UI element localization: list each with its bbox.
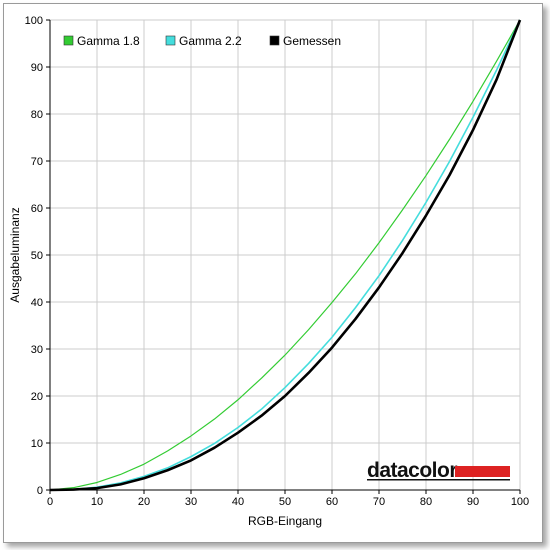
x-axis-ticks: 0 10 20 30 40 50 60 70 80 90 100 — [47, 490, 529, 508]
series-line-3 — [49, 19, 522, 492]
legend-swatch-1 — [63, 35, 74, 46]
legend: Gamma 1.8 Gamma 2.2 Gemessen — [63, 34, 341, 48]
x-tick-label: 30 — [185, 496, 197, 508]
logo-text: datacolor — [367, 459, 457, 482]
grid-lines — [50, 19, 521, 490]
x-tick-label: 10 — [91, 496, 103, 508]
x-tick-label: 40 — [232, 496, 244, 508]
y-tick-label: 30 — [31, 344, 43, 356]
legend-label-1: Gamma 1.8 — [77, 34, 140, 48]
y-tick-label: 90 — [31, 62, 43, 74]
legend-label-3: Gemessen — [283, 34, 341, 48]
y-tick-label: 60 — [31, 203, 43, 215]
y-axis-label: Ausgabeluminanz — [8, 207, 22, 302]
x-axis-label: RGB-Eingang — [248, 514, 322, 528]
y-tick-label: 100 — [25, 15, 43, 27]
x-tick-label: 70 — [373, 496, 385, 508]
series-layer — [49, 19, 522, 492]
y-tick-label: 70 — [31, 156, 43, 168]
legend-swatch-3 — [269, 35, 280, 46]
series-line-1 — [49, 19, 521, 491]
y-tick-label: 40 — [31, 297, 43, 309]
y-tick-label: 10 — [31, 438, 43, 450]
x-tick-label: 100 — [511, 496, 529, 508]
x-tick-label: 0 — [47, 496, 53, 508]
x-tick-label: 20 — [138, 496, 150, 508]
x-tick-label: 90 — [467, 496, 479, 508]
x-tick-label: 80 — [420, 496, 432, 508]
logo-underline — [367, 479, 510, 481]
x-tick-label: 50 — [279, 496, 291, 508]
y-tick-label: 0 — [37, 485, 43, 497]
y-tick-label: 50 — [31, 250, 43, 262]
y-axis-ticks: 0 10 20 30 40 50 60 70 80 90 100 — [25, 15, 50, 497]
legend-swatch-2 — [165, 35, 176, 46]
legend-label-2: Gamma 2.2 — [179, 34, 242, 48]
logo-bar — [455, 466, 510, 477]
x-tick-label: 60 — [326, 496, 338, 508]
y-tick-label: 80 — [31, 109, 43, 121]
series-line-2 — [49, 19, 521, 491]
datacolor-logo: datacolor — [367, 459, 510, 482]
y-tick-label: 20 — [31, 391, 43, 403]
